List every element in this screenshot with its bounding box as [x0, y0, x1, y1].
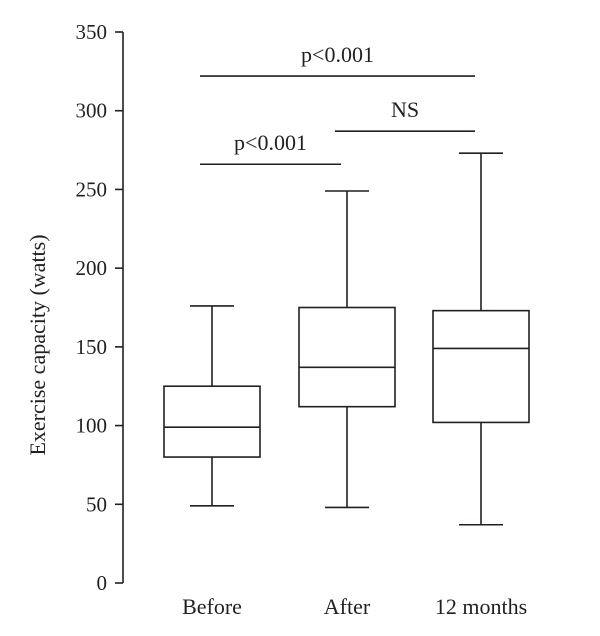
- significance-label: NS: [391, 97, 419, 122]
- y-tick-label: 300: [76, 99, 108, 123]
- y-tick-label: 0: [97, 571, 108, 595]
- iqr-box: [298, 306, 396, 408]
- box-after: [298, 190, 396, 509]
- y-tick-label: 250: [76, 177, 108, 201]
- y-axis-label: Exercise capacity (watts): [25, 234, 50, 455]
- x-category-label: After: [324, 594, 371, 619]
- y-tick-label: 350: [76, 20, 108, 44]
- significance-label: p<0.001: [234, 130, 307, 155]
- boxes: [163, 152, 530, 526]
- y-axis: 0 50 100 150 200 250 300 350: [76, 20, 124, 595]
- box-before: [163, 305, 261, 507]
- x-category-labels: Before After 12 months: [182, 594, 527, 619]
- y-tick-label: 200: [76, 256, 108, 280]
- significance-annotations: p<0.001 NS p<0.001: [200, 42, 475, 166]
- y-tick-label: 50: [86, 492, 107, 516]
- box-12-months: [432, 152, 530, 526]
- y-tick-label: 100: [76, 414, 108, 438]
- x-category-label: Before: [182, 594, 242, 619]
- iqr-box: [163, 385, 261, 458]
- significance-label: p<0.001: [301, 42, 374, 67]
- y-tick-label: 150: [76, 335, 108, 359]
- iqr-box: [432, 309, 530, 424]
- x-category-label: 12 months: [435, 594, 527, 619]
